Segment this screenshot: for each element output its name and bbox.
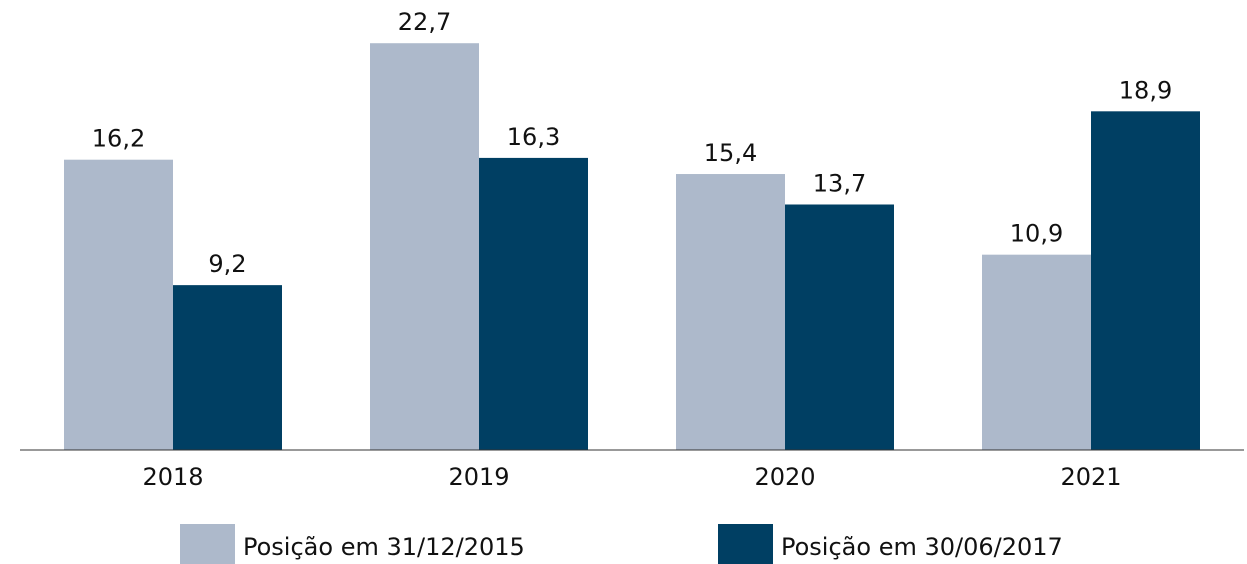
bar (370, 43, 479, 450)
legend-swatch (180, 524, 235, 564)
bar (982, 254, 1091, 450)
legend-label: Posição em 30/06/2017 (781, 533, 1063, 561)
bar (676, 174, 785, 451)
data-label: 9,2 (208, 250, 246, 278)
bar (173, 285, 282, 450)
x-tick-label: 2019 (448, 463, 509, 491)
x-tick-label: 2021 (1060, 463, 1121, 491)
x-tick-label: 2020 (754, 463, 815, 491)
bar (479, 157, 588, 451)
legend-label: Posição em 31/12/2015 (243, 533, 525, 561)
data-label: 22,7 (398, 8, 451, 36)
data-label: 13,7 (813, 169, 866, 197)
bar (1091, 111, 1200, 450)
data-label: 18,9 (1119, 76, 1172, 104)
data-label: 16,2 (92, 125, 145, 153)
bar (785, 204, 894, 450)
data-label: 10,9 (1010, 220, 1063, 248)
data-label: 15,4 (704, 139, 757, 167)
legend-swatch (718, 524, 773, 564)
data-label: 16,3 (507, 123, 560, 151)
x-tick-label: 2018 (142, 463, 203, 491)
bar (64, 159, 173, 451)
